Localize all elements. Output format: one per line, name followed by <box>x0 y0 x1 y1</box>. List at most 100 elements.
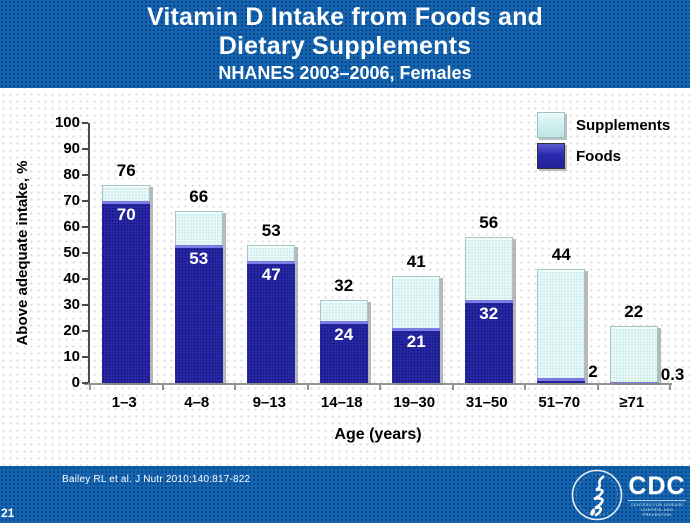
x-tick <box>379 385 381 390</box>
foods-value-label: 24 <box>334 324 354 344</box>
foods-value-label: 0.3 <box>660 365 685 384</box>
y-tick <box>82 330 88 332</box>
y-axis-tick-labels: 0 10 20 30 40 50 60 70 80 90 100 <box>38 114 82 391</box>
supplements-segment <box>464 237 513 300</box>
total-value-label: 66 <box>189 187 209 207</box>
x-axis-title: Age (years) <box>334 426 422 443</box>
chart-area: Above adequate intake, % 0 10 20 30 40 50 60 70… <box>0 88 690 466</box>
y-tick-label: 40 <box>63 270 80 287</box>
foods-swatch-icon <box>537 143 565 169</box>
total-value-label: 76 <box>116 161 136 181</box>
x-category-label: 51–70 <box>538 394 581 411</box>
supplements-segment <box>609 325 658 382</box>
supplements-swatch-icon <box>537 112 565 138</box>
foods-value-label: 70 <box>116 205 136 224</box>
hhs-logo-icon <box>571 469 623 521</box>
x-category-label: 4–8 <box>184 394 210 411</box>
y-tick-label: 70 <box>63 192 80 209</box>
slide-number: 21 <box>1 506 15 520</box>
y-tick <box>82 304 88 306</box>
plot-area: 76 70 66 53 53 47 32 24 41 21 56 32 44 2 22 0.3 <box>82 122 684 390</box>
logo-group: CDC CENTERS FOR DISEASE CONTROL AND PREV… <box>570 468 686 522</box>
supplements-segment <box>319 299 368 321</box>
foods-segment <box>609 382 658 383</box>
cdc-logo: CDC CENTERS FOR DISEASE CONTROL AND PREV… <box>628 471 686 517</box>
x-tick <box>524 385 526 390</box>
y-tick-label: 100 <box>54 114 80 131</box>
bar-≥71: 22 0.3 <box>609 302 684 384</box>
foods-segment <box>247 260 296 383</box>
y-tick <box>82 174 88 176</box>
supplements-segment <box>247 245 296 261</box>
bar-31–50: 56 32 <box>464 213 513 383</box>
total-value-label: 32 <box>334 275 354 295</box>
y-tick <box>82 356 88 358</box>
cdc-logo-letters: CDC <box>628 471 686 500</box>
x-tick <box>89 385 91 390</box>
x-category-label: 1–3 <box>111 394 137 411</box>
y-tick-label: 10 <box>63 348 80 365</box>
x-category-label: ≥71 <box>619 394 645 411</box>
y-tick <box>82 226 88 228</box>
y-axis-title: Above adequate intake, % <box>14 160 31 346</box>
y-tick <box>82 382 88 384</box>
y-tick-label: 0 <box>71 374 80 391</box>
x-tick <box>451 385 454 390</box>
total-value-label: 53 <box>261 221 281 241</box>
legend-label-supplements: Supplements <box>576 116 671 134</box>
bar-19–30: 41 21 <box>392 252 441 383</box>
foods-value-label: 21 <box>406 332 426 352</box>
x-category-label: 14–18 <box>320 394 363 411</box>
legend-label-foods: Foods <box>576 147 621 165</box>
bar-1–3: 76 70 <box>102 161 151 383</box>
x-axis-tick-labels: 1–3 4–8 9–13 14–18 19–30 31–50 51–70 ≥71 <box>88 394 668 414</box>
foods-value-label: 47 <box>261 264 281 284</box>
foods-value-label: 53 <box>189 249 209 269</box>
x-tick <box>669 385 671 390</box>
total-value-label: 22 <box>624 301 644 321</box>
foods-segment <box>102 201 151 383</box>
foods-segment <box>174 245 223 383</box>
slide-header: Vitamin D Intake from Foods and Dietary … <box>0 0 690 88</box>
x-category-label: 9–13 <box>252 394 286 411</box>
foods-segment <box>464 299 513 383</box>
y-tick-label: 50 <box>63 244 80 261</box>
supplements-segment <box>174 211 223 246</box>
y-tick <box>82 278 88 280</box>
foods-segment <box>537 377 586 383</box>
y-tick-label: 60 <box>63 218 80 235</box>
foods-segment <box>392 328 441 383</box>
y-tick <box>82 122 88 124</box>
y-tick-label: 80 <box>63 166 80 183</box>
total-value-label: 41 <box>406 252 426 272</box>
slide-subtitle: NHANES 2003–2006, Females <box>218 63 472 83</box>
foods-value-label: 2 <box>588 361 598 381</box>
cdc-logo-subtext: CENTERS FOR DISEASE CONTROL AND PREVENTI… <box>628 499 686 517</box>
legend-item-foods: Foods <box>537 142 670 170</box>
foods-value-label: 32 <box>479 303 499 323</box>
y-tick <box>82 200 88 202</box>
x-tick <box>161 385 164 390</box>
chart-legend: Supplements Foods <box>537 111 670 173</box>
slide-footer: Bailey RL et al. J Nutr 2010;140:817-822… <box>0 466 690 523</box>
supplements-segment <box>392 276 441 329</box>
x-category-label: 31–50 <box>465 394 508 411</box>
x-category-label: 19–30 <box>393 394 436 411</box>
slide-title-line2: Dietary Supplements <box>218 32 472 60</box>
x-tick <box>306 385 309 390</box>
x-axis-line <box>84 383 672 385</box>
bar-9–13: 53 47 <box>247 221 296 383</box>
total-value-label: 56 <box>479 213 499 233</box>
legend-item-supplements: Supplements <box>537 111 670 139</box>
bar-14–18: 32 24 <box>319 276 368 383</box>
y-tick <box>82 252 88 254</box>
foods-segment <box>319 320 368 383</box>
y-tick <box>82 148 88 150</box>
y-tick-label: 30 <box>63 296 80 313</box>
x-tick <box>234 385 236 390</box>
bar-4–8: 66 53 <box>174 187 223 383</box>
x-tick <box>596 385 599 390</box>
total-value-label: 44 <box>551 244 571 264</box>
slide-title-line1: Vitamin D Intake from Foods and <box>146 3 544 31</box>
